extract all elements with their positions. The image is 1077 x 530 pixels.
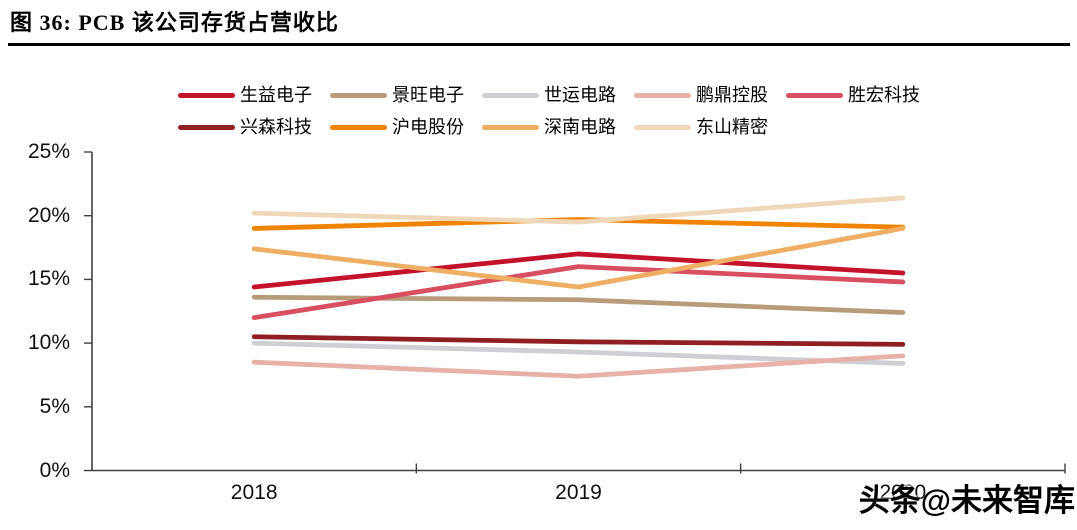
- series-line: [251, 251, 906, 290]
- legend-item: 世运电路: [482, 84, 616, 106]
- legend-swatch: [178, 92, 235, 98]
- legend-item: 东山精密: [634, 116, 768, 138]
- title-divider: [8, 43, 1070, 46]
- chart-legend: 生益电子 景旺电子 世运电路 鹏鼎控股 胜宏科技兴森科技 沪电股份 深南电路 东山精密: [178, 84, 920, 138]
- legend-row: 兴森科技 沪电股份 深南电路 东山精密: [178, 116, 920, 138]
- legend-item: 鹏鼎控股: [634, 84, 768, 106]
- legend-label: 东山精密: [696, 117, 768, 137]
- legend-item: 沪电股份: [330, 116, 464, 138]
- x-axis-label: 2020: [879, 481, 927, 504]
- y-axis-tick-label: 10%: [27, 331, 70, 355]
- x-axis-label: 2018: [230, 481, 278, 504]
- series-line: [251, 217, 906, 231]
- legend-item: 深南电路: [482, 116, 616, 138]
- legend-item: 景旺电子: [330, 84, 464, 106]
- series-line: [251, 334, 906, 347]
- watermark: 头条@未来智库: [858, 483, 1075, 518]
- legend-label: 深南电路: [544, 117, 616, 137]
- legend-swatch: [634, 92, 691, 98]
- y-axis-tick-label: 20%: [27, 203, 70, 227]
- y-axis-tick-label: 5%: [39, 394, 70, 418]
- legend-label: 鹏鼎控股: [696, 85, 768, 105]
- legend-item: 兴森科技: [178, 116, 312, 138]
- legend-label: 兴森科技: [240, 117, 312, 137]
- legend-row: 生益电子 景旺电子 世运电路 鹏鼎控股 胜宏科技: [178, 84, 920, 106]
- legend-swatch: [482, 92, 539, 98]
- series-line: [251, 195, 906, 225]
- legend-swatch: [786, 92, 843, 98]
- legend-label: 沪电股份: [392, 117, 464, 137]
- legend-label: 生益电子: [240, 85, 312, 105]
- y-axis-tick-label: 25%: [27, 140, 70, 163]
- legend-label: 世运电路: [544, 85, 616, 105]
- legend-swatch: [634, 124, 691, 130]
- series-line: [251, 226, 906, 290]
- legend-swatch: [330, 92, 387, 98]
- series-line: [251, 353, 906, 379]
- legend-swatch: [178, 124, 235, 130]
- y-axis-tick-label: 15%: [27, 267, 70, 291]
- legend-item: 生益电子: [178, 84, 312, 106]
- series-line: [251, 264, 906, 321]
- figure-title: 图 36: PCB 该公司存货占营收比: [10, 10, 339, 35]
- series-line: [251, 340, 906, 366]
- legend-item: 胜宏科技: [786, 84, 920, 106]
- legend-swatch: [330, 124, 387, 130]
- series-line: [251, 294, 906, 315]
- x-axis-label: 2019: [555, 481, 602, 504]
- y-axis-tick-label: 0%: [39, 458, 70, 482]
- legend-swatch: [482, 124, 539, 130]
- legend-label: 胜宏科技: [848, 85, 920, 105]
- legend-label: 景旺电子: [392, 85, 464, 105]
